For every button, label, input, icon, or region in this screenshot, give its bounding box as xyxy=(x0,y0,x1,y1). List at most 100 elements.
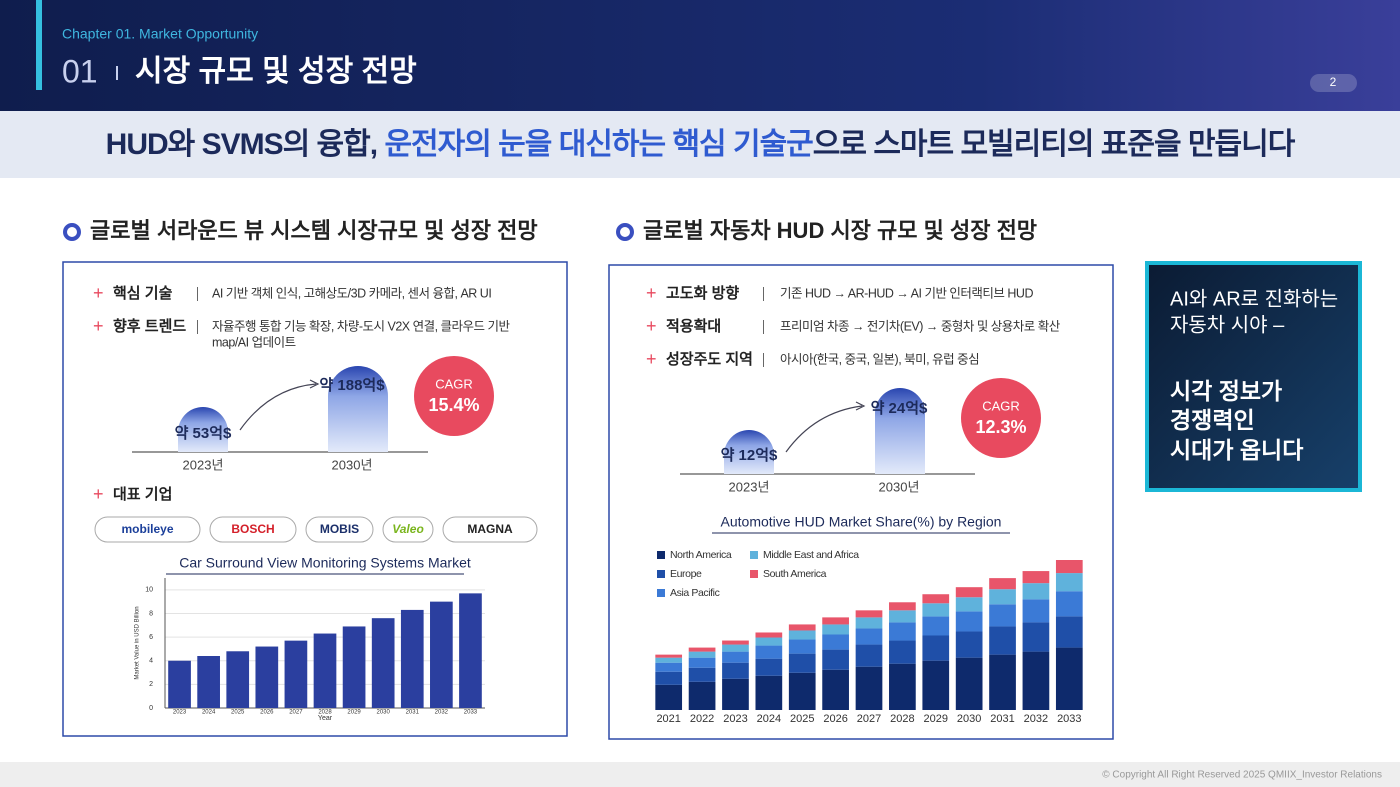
legend-label: South America xyxy=(763,568,827,580)
x-tick-label: 2033 xyxy=(1057,713,1081,725)
row-text: 자율주행 통합 기능 확장, 차량-도시 V2X 연결, 클라우드 기반 xyxy=(212,318,511,333)
bar-segment xyxy=(655,657,683,663)
x-tick-label: 2025 xyxy=(231,710,245,716)
page-number: 2 xyxy=(1330,75,1337,89)
bar-segment xyxy=(955,657,983,710)
row-label: 대표 기업 xyxy=(113,486,172,503)
bullet xyxy=(63,223,81,241)
cagr-badge xyxy=(961,378,1041,458)
company: MAGNA xyxy=(467,522,513,536)
growth-year: 2023년 xyxy=(729,479,770,494)
bar-segment xyxy=(889,622,916,641)
x-tick-label: 2027 xyxy=(289,710,303,716)
row-label: 고도화 방향 xyxy=(666,284,739,302)
separator xyxy=(197,287,198,301)
x-tick-label: 2028 xyxy=(890,713,914,725)
x-tick-label: 2023 xyxy=(723,713,747,725)
x-tick-label: 2029 xyxy=(347,710,361,716)
bar-segment xyxy=(788,653,816,673)
bar-segment xyxy=(855,617,883,629)
bar-segment xyxy=(655,671,683,685)
bar-segment xyxy=(955,611,983,632)
bar-segment xyxy=(755,637,783,646)
arrow xyxy=(239,383,317,431)
growth-year: 2030년 xyxy=(879,479,920,494)
bar-segment xyxy=(822,669,849,710)
bar-segment xyxy=(688,657,716,668)
chapter: Chapter 01. Market Opportunity xyxy=(62,26,258,42)
bar-segment xyxy=(655,662,683,672)
bar-segment xyxy=(955,597,983,612)
legend-swatch xyxy=(657,551,665,559)
row-label: 핵심 기술 xyxy=(113,285,173,302)
dome xyxy=(875,388,925,474)
row-text: AI 기반 객체 인식, 고해상도/3D 카메라, 센서 융합, AR UI xyxy=(212,286,491,300)
bar-segment xyxy=(922,594,950,604)
logo-pill xyxy=(382,516,434,543)
legend-label: Asia Pacific xyxy=(670,587,720,599)
bar-segment xyxy=(989,589,1016,605)
bar-segment xyxy=(688,651,716,658)
row-text: 프리미엄 차종 → 전기차(EV) → 중형차 및 상용차로 확산 xyxy=(780,319,1061,333)
footer: © Copyright All Right Reserved 2025 QMII… xyxy=(1102,770,1382,781)
bar-segment xyxy=(1022,599,1050,623)
cagr-badge xyxy=(414,356,494,436)
accent-bar xyxy=(36,0,42,90)
x-tick-label: 2022 xyxy=(690,713,714,725)
bar-segment xyxy=(955,587,983,598)
bar-segment xyxy=(655,654,683,658)
plus-icon: + xyxy=(93,316,104,336)
plus-icon: + xyxy=(646,349,657,369)
bar-segment xyxy=(722,644,749,652)
y-tick-label: 0 xyxy=(149,705,153,712)
x-tick-label: 2028 xyxy=(318,710,332,716)
growth-year: 2030년 xyxy=(332,457,373,472)
legend-label: North America xyxy=(670,549,732,561)
logo-pill xyxy=(94,516,201,543)
bar-segment xyxy=(889,640,916,664)
bar-segment xyxy=(722,651,749,663)
growth-value: 약 12억$ xyxy=(721,446,778,464)
bar-segment xyxy=(1055,616,1083,648)
x-tick-label: 2023 xyxy=(173,710,187,716)
bar-segment xyxy=(822,649,849,670)
legend-swatch xyxy=(657,570,665,578)
growth-value: 약 188억$ xyxy=(319,376,385,394)
bar-segment xyxy=(1022,622,1050,652)
bar-segment xyxy=(889,663,916,710)
bar xyxy=(371,618,395,708)
company: Valeo xyxy=(392,522,424,536)
company: BOSCH xyxy=(231,522,274,536)
legend-label: Europe xyxy=(670,568,702,580)
bar-segment xyxy=(755,675,783,710)
bar xyxy=(459,593,482,708)
separator xyxy=(763,287,764,301)
bar-segment xyxy=(989,578,1016,590)
row-label: 적용확대 xyxy=(666,317,721,335)
headline-highlight: 운전자의 눈을 대신하는 핵심 기술군 xyxy=(384,128,813,161)
x-tick-label: 2021 xyxy=(656,713,680,725)
bar-segment xyxy=(755,645,783,659)
x-tick-label: 2031 xyxy=(990,713,1014,725)
bar xyxy=(284,640,308,708)
growth-value: 약 53억$ xyxy=(175,424,232,442)
bar-segment xyxy=(989,626,1016,655)
plus-icon: + xyxy=(646,316,657,336)
bar-segment xyxy=(855,610,883,618)
row-label: 향후 트렌드 xyxy=(113,318,186,335)
bar xyxy=(197,656,220,708)
headline-band xyxy=(0,111,1400,178)
bar-segment xyxy=(655,684,683,710)
bar-segment xyxy=(922,660,950,710)
bar-segment xyxy=(722,640,749,645)
bar xyxy=(168,660,191,708)
row-label: 성장주도 지역 xyxy=(666,350,753,368)
section-number: 01 xyxy=(62,53,98,89)
bar-segment xyxy=(1022,583,1050,600)
dome xyxy=(178,407,228,452)
separator xyxy=(197,320,198,334)
card-emphasis: 시대가 옵니다 xyxy=(1170,437,1303,463)
x-tick-label: 2024 xyxy=(202,710,216,716)
bar-segment xyxy=(855,628,883,645)
